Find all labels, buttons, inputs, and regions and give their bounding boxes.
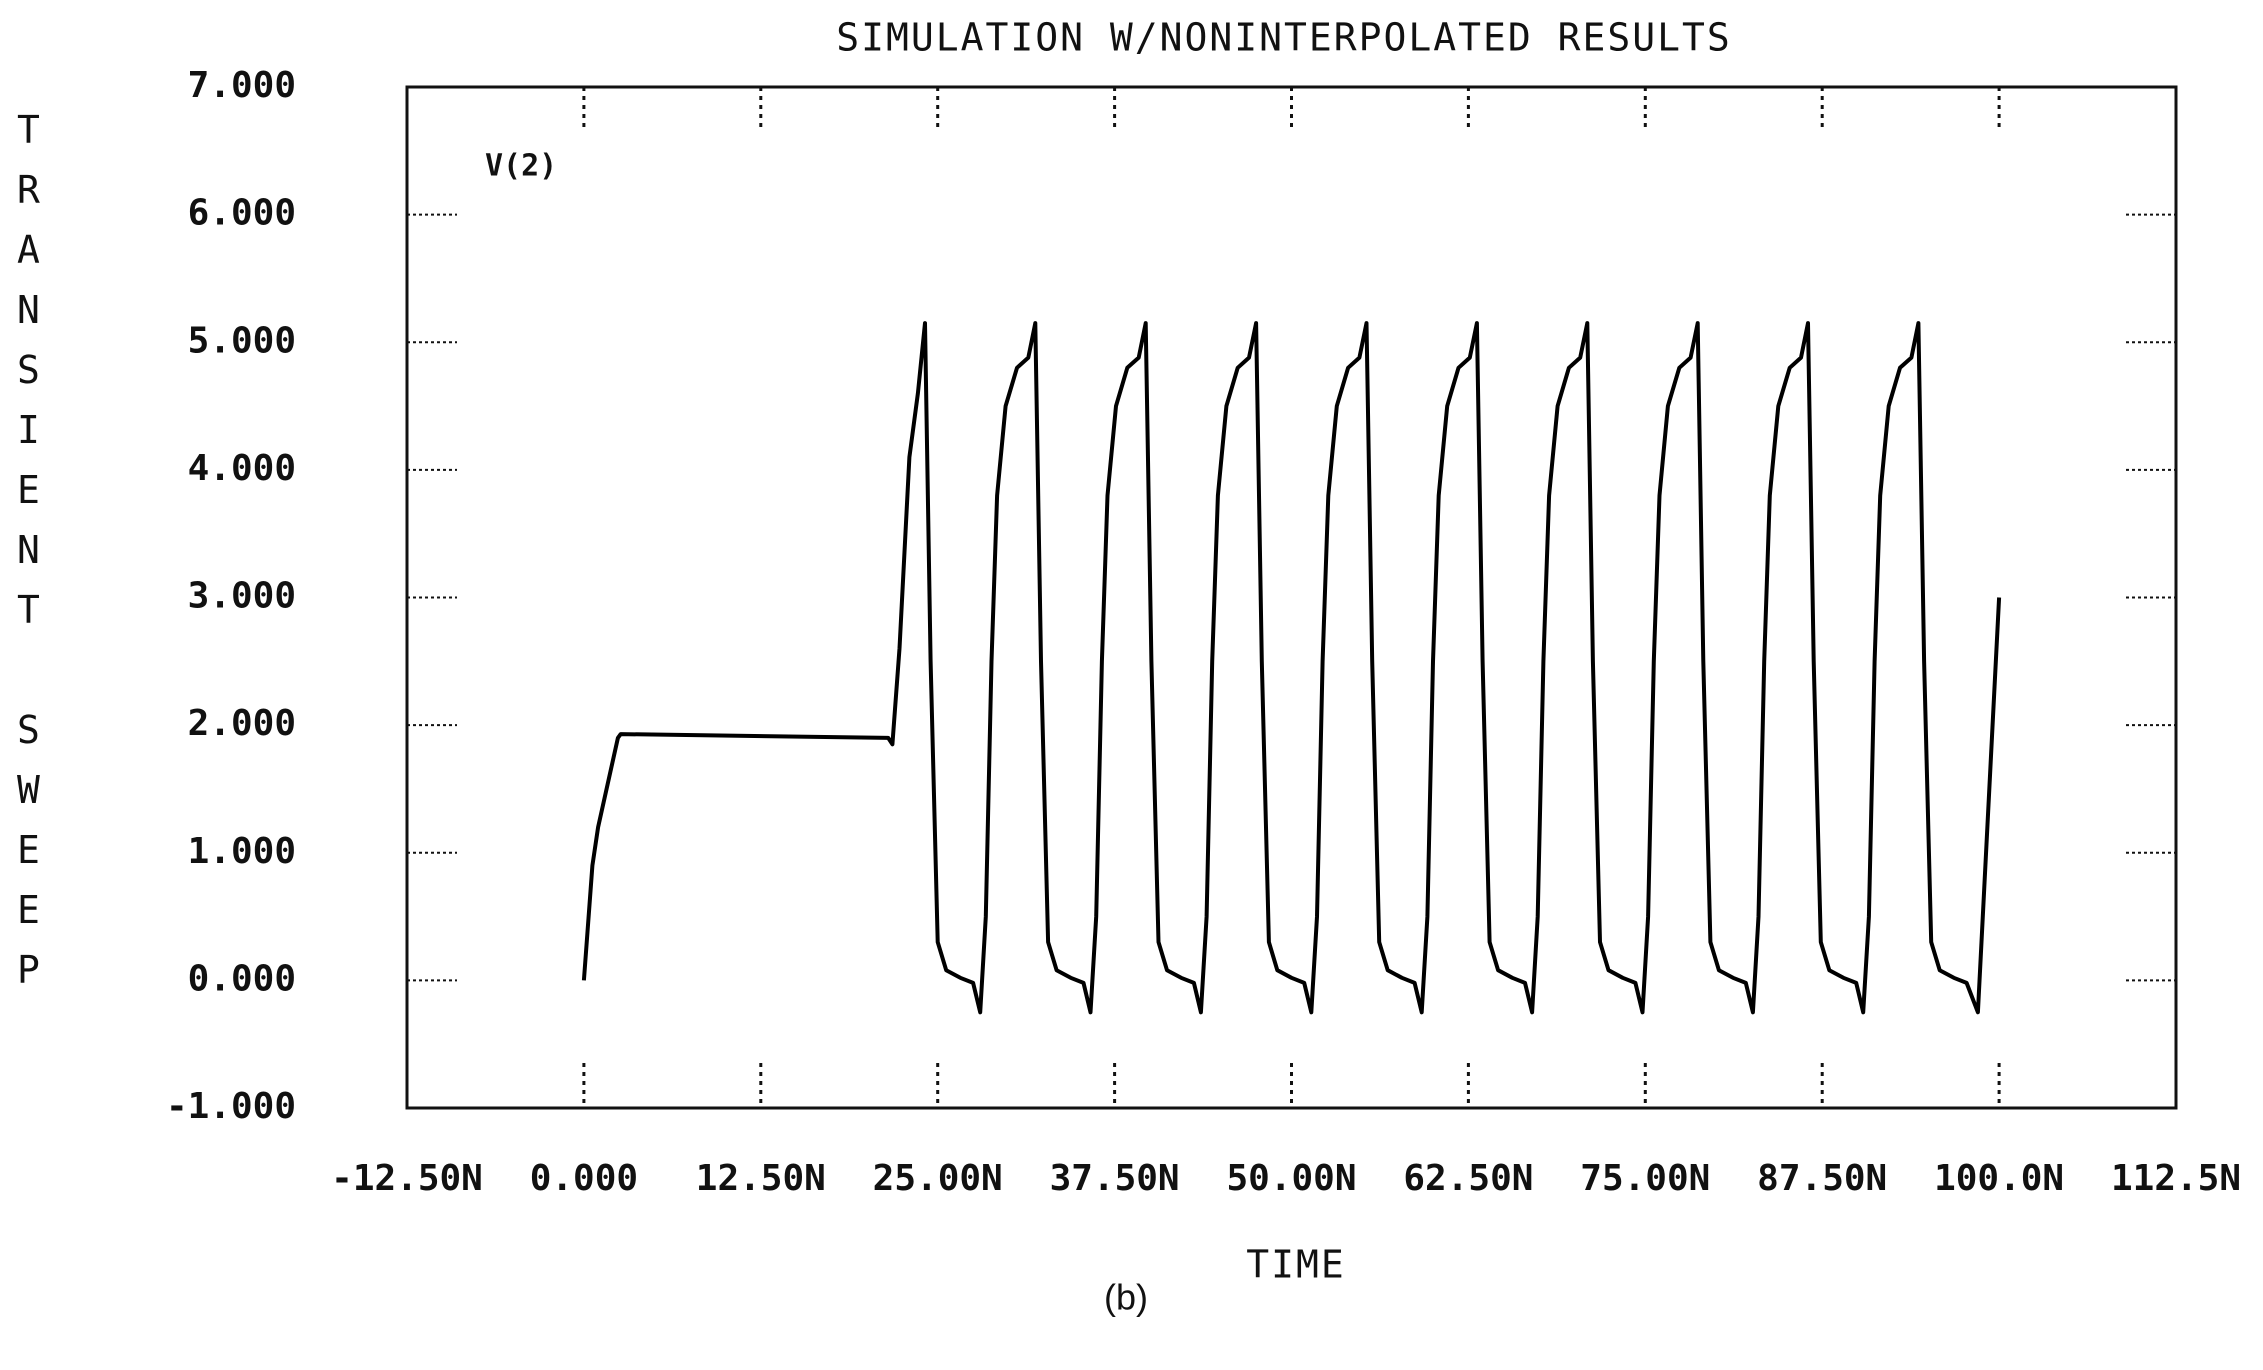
x-tick-label: 25.00N bbox=[873, 1158, 1003, 1199]
x-tick-label: 62.50N bbox=[1403, 1158, 1533, 1199]
y-tick-label: -1.000 bbox=[166, 1086, 296, 1127]
x-tick-label: 87.50N bbox=[1757, 1158, 1887, 1199]
x-tick-label: 112.5N bbox=[2111, 1158, 2241, 1199]
series-line bbox=[581, 321, 2002, 1015]
y-tick-label: 1.000 bbox=[188, 831, 296, 872]
legend-label: V(2) bbox=[485, 149, 557, 184]
y-tick-label: 7.000 bbox=[188, 65, 296, 106]
x-axis-label: TIME bbox=[1246, 1243, 1346, 1287]
y-tick-label: 3.000 bbox=[188, 576, 296, 617]
x-tick-label: 75.00N bbox=[1580, 1158, 1710, 1199]
x-tick-label: 12.50N bbox=[696, 1158, 826, 1199]
y-tick-label: 5.000 bbox=[188, 320, 296, 361]
y-tick-label: 6.000 bbox=[188, 193, 296, 234]
y-axis-label: TRANSIENT SWEEP bbox=[7, 108, 51, 1008]
chart-title: SIMULATION W/NONINTERPOLATED RESULTS bbox=[836, 16, 1732, 60]
x-tick-label: 50.00N bbox=[1226, 1158, 1356, 1199]
x-tick-label: 37.50N bbox=[1050, 1158, 1180, 1199]
caption: (b) bbox=[1104, 1277, 1148, 1318]
plot-frame bbox=[405, 85, 2178, 1110]
x-tick-label: 100.0N bbox=[1934, 1158, 2064, 1199]
y-tick-label: 2.000 bbox=[188, 703, 296, 744]
x-tick-label: 0.000 bbox=[530, 1158, 638, 1199]
x-tick-label: -12.50N bbox=[331, 1158, 483, 1199]
y-tick-label: 0.000 bbox=[188, 958, 296, 999]
y-tick-label: 4.000 bbox=[188, 448, 296, 489]
